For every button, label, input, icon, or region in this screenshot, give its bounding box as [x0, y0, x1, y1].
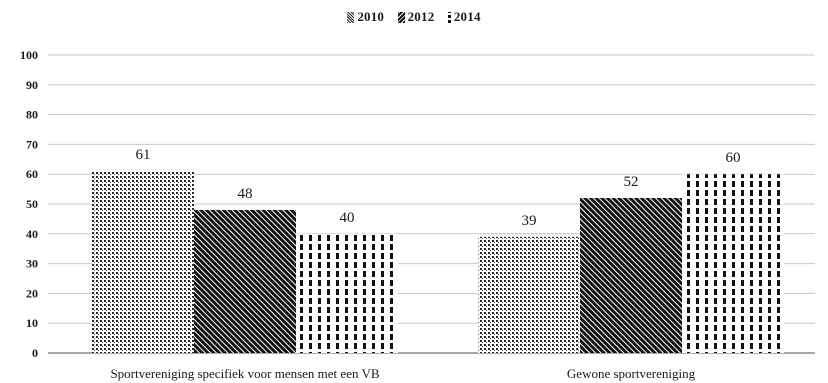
legend-swatch-2012: [397, 11, 405, 23]
category-label: Sportvereniging specifiek voor mensen me…: [110, 366, 379, 381]
y-tick-label: 30: [26, 257, 38, 271]
legend-label-2014: 2014: [453, 9, 481, 24]
legend-swatch-2014: [447, 11, 451, 23]
y-tick-label: 100: [20, 48, 38, 62]
bar-2012-gewone: [580, 198, 682, 353]
data-label: 48: [238, 186, 253, 202]
data-label: 60: [726, 150, 741, 166]
y-tick-label: 10: [26, 316, 38, 330]
y-tick-label: 90: [26, 78, 38, 92]
category-label: Gewone sportvereniging: [567, 366, 696, 381]
data-label: 52: [624, 174, 639, 190]
data-label: 40: [340, 210, 355, 226]
legend-swatch-2010: [347, 11, 355, 23]
y-tick-label: 60: [26, 167, 38, 181]
bar-layer: [92, 171, 784, 353]
legend-item-2010: 2010: [347, 9, 384, 25]
bar-2010-specifiek: [92, 171, 194, 353]
legend-item-2014: 2014: [447, 9, 481, 25]
y-tick-label: 40: [26, 227, 38, 241]
legend-item-2012: 2012: [397, 9, 435, 25]
bar-2014-specifiek: [296, 233, 398, 353]
data-label: 61: [136, 147, 151, 163]
y-tick-label: 70: [26, 137, 38, 151]
y-tick-label: 80: [26, 108, 38, 122]
y-tick-label: 50: [26, 197, 38, 211]
legend-label-2010: 2010: [357, 9, 385, 24]
label-layer: 0 10 20 30 40 50 60 70 80 90 100 61 48 40 Sportverenig…: [20, 48, 741, 381]
y-tick-label: 20: [26, 286, 38, 300]
data-label: 39: [522, 213, 537, 229]
bar-2014-gewone: [682, 174, 784, 353]
y-tick-label: 0: [32, 346, 38, 360]
bar-2010-gewone: [478, 236, 580, 353]
chart-legend: 2010 2012 2014: [0, 9, 828, 27]
legend-label-2012: 2012: [407, 9, 435, 24]
bar-2012-specifiek: [194, 209, 296, 353]
